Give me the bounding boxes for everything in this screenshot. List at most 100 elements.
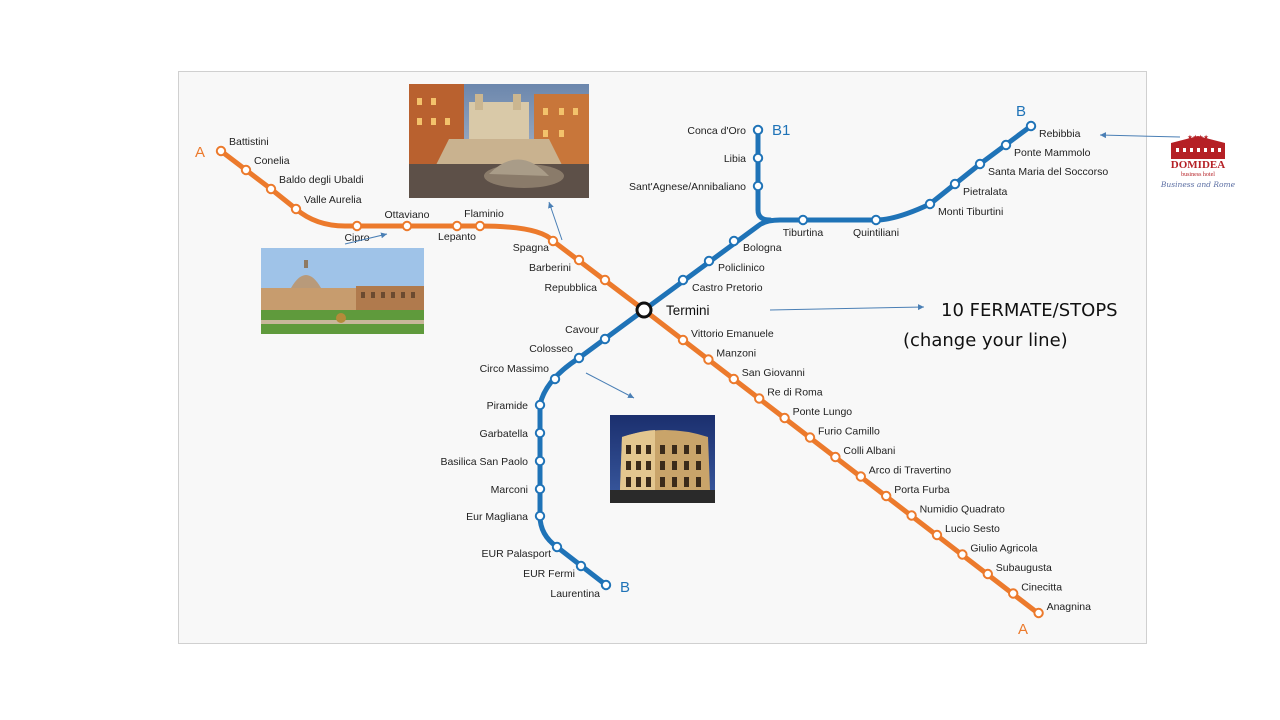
line-a-path bbox=[218, 148, 1042, 617]
line-a-south-letter: A bbox=[1018, 621, 1028, 638]
line-b-path bbox=[537, 123, 1034, 588]
station-marker bbox=[870, 214, 882, 226]
station-label: EUR Palasport bbox=[482, 548, 552, 560]
station-marker bbox=[451, 220, 463, 232]
station-marker bbox=[573, 352, 585, 364]
station-marker bbox=[728, 235, 740, 247]
station-marker bbox=[575, 560, 587, 572]
station-marker bbox=[351, 220, 363, 232]
line-b-north-letter: B bbox=[1016, 103, 1026, 120]
station-marker bbox=[573, 254, 585, 266]
station-marker bbox=[401, 220, 413, 232]
station-marker bbox=[906, 510, 917, 521]
station-label: Cinecitta bbox=[1021, 582, 1062, 594]
station-label: Ottaviano bbox=[385, 209, 430, 221]
station-label: Lepanto bbox=[438, 231, 476, 243]
station-label: EUR Fermi bbox=[523, 568, 575, 580]
line-b1-path bbox=[755, 127, 773, 223]
logo-subtitle: business hotel bbox=[1181, 172, 1215, 178]
station-label: Furio Camillo bbox=[818, 426, 880, 438]
station-marker bbox=[290, 203, 302, 215]
line-a-north-letter: A bbox=[195, 144, 205, 161]
callout-stops: 10 FERMATE/STOPS bbox=[941, 300, 1118, 321]
station-label: Re di Roma bbox=[767, 387, 823, 399]
station-marker bbox=[752, 180, 764, 192]
station-marker bbox=[830, 451, 841, 463]
station-marker bbox=[703, 255, 715, 267]
station-label: Vittorio Emanuele bbox=[691, 328, 774, 340]
station-label: Anagnina bbox=[1047, 601, 1092, 613]
station-label: Cavour bbox=[565, 324, 599, 336]
station-label: Barberini bbox=[529, 262, 571, 274]
map-panel bbox=[178, 71, 1147, 644]
station-marker bbox=[982, 568, 993, 580]
station-label: Conelia bbox=[254, 155, 290, 167]
station-label: Libia bbox=[724, 153, 746, 165]
station-label: Valle Aurelia bbox=[304, 194, 362, 206]
station-label: Subaugusta bbox=[996, 562, 1052, 574]
station-label: Repubblica bbox=[544, 282, 597, 294]
station-marker bbox=[881, 490, 892, 502]
callout-change-line: (change your line) bbox=[903, 330, 1068, 351]
station-marker bbox=[551, 541, 563, 553]
station-marker bbox=[949, 178, 961, 190]
station-label: Laurentina bbox=[550, 588, 600, 600]
arrow-to-colosseum bbox=[585, 372, 635, 399]
logo-tagline: Business and Rome bbox=[1160, 180, 1236, 189]
station-marker bbox=[677, 334, 689, 346]
station-label: Policlinico bbox=[718, 262, 765, 274]
station-marker bbox=[804, 432, 816, 443]
station-marker bbox=[534, 427, 546, 439]
station-label: Flaminio bbox=[464, 208, 504, 220]
station-label: Lucio Sesto bbox=[945, 523, 1000, 535]
station-marker bbox=[534, 399, 546, 411]
station-label: Ponte Lungo bbox=[793, 406, 853, 418]
station-label: Quintiliani bbox=[853, 227, 899, 239]
vatican-photo bbox=[261, 248, 424, 334]
station-label: Porta Furba bbox=[894, 484, 950, 496]
arrow-to-rebibbia bbox=[1099, 132, 1181, 139]
station-label: Tiburtina bbox=[783, 227, 824, 239]
line-b-south-letter: B bbox=[620, 579, 630, 596]
station-label: Spagna bbox=[513, 242, 549, 254]
station-label: Circo Massimo bbox=[480, 363, 550, 375]
arrow-to-cipro bbox=[344, 232, 388, 245]
station-marker bbox=[797, 214, 809, 226]
station-marker bbox=[1033, 607, 1044, 619]
termini-label: Termini bbox=[666, 303, 710, 318]
station-label: Conca d'Oro bbox=[687, 125, 746, 137]
station-marker bbox=[215, 145, 227, 157]
station-label: San Giovanni bbox=[742, 367, 805, 379]
station-marker bbox=[599, 274, 611, 286]
station-label: Manzoni bbox=[716, 348, 756, 360]
arrow-to-callout bbox=[769, 304, 925, 311]
station-label: Baldo degli Ubaldi bbox=[279, 174, 364, 186]
station-label: Colosseo bbox=[529, 343, 573, 355]
station-marker bbox=[752, 152, 764, 164]
station-label: Colli Albani bbox=[843, 445, 895, 457]
station-label: Pietralata bbox=[963, 186, 1008, 198]
station-marker bbox=[534, 483, 546, 495]
station-label: Giulio Agricola bbox=[970, 543, 1037, 555]
station-marker bbox=[779, 412, 790, 424]
station-marker bbox=[240, 164, 252, 176]
station-marker bbox=[549, 373, 561, 385]
station-label: Sant'Agnese/Annibaliano bbox=[629, 181, 746, 193]
termini-interchange bbox=[635, 301, 653, 319]
station-marker bbox=[855, 471, 866, 482]
station-label: Ponte Mammolo bbox=[1014, 147, 1091, 159]
station-marker bbox=[1008, 588, 1019, 599]
station-label: Monti Tiburtini bbox=[938, 206, 1003, 218]
station-marker bbox=[924, 198, 936, 210]
station-marker bbox=[728, 373, 739, 385]
station-marker bbox=[752, 124, 764, 136]
station-label: Castro Pretorio bbox=[692, 282, 763, 294]
station-marker bbox=[974, 158, 986, 170]
station-marker bbox=[754, 393, 765, 404]
station-marker bbox=[677, 274, 689, 286]
station-label: Numidio Quadrato bbox=[920, 504, 1005, 516]
station-label: Arco di Travertino bbox=[869, 465, 951, 477]
station-label: Battistini bbox=[229, 136, 269, 148]
station-marker bbox=[265, 183, 277, 195]
